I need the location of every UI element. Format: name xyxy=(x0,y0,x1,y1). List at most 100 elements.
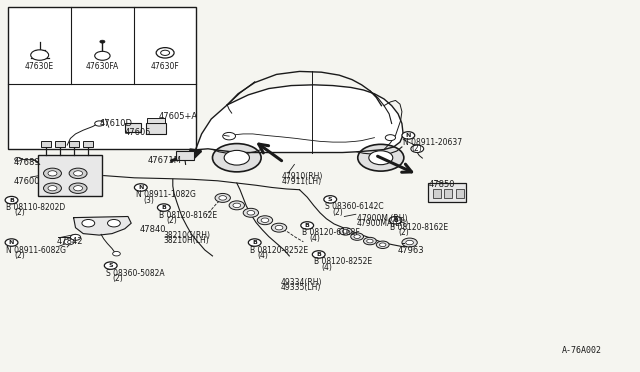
Text: B 08120-8162E: B 08120-8162E xyxy=(390,223,449,232)
Text: (2): (2) xyxy=(14,251,25,260)
Circle shape xyxy=(157,204,170,211)
Text: 47900M (RH): 47900M (RH) xyxy=(357,214,408,223)
Bar xyxy=(83,141,93,147)
Text: 49334(RH): 49334(RH) xyxy=(280,278,322,286)
Text: 47600: 47600 xyxy=(14,177,40,186)
Circle shape xyxy=(358,144,404,171)
Circle shape xyxy=(215,193,230,202)
Circle shape xyxy=(271,223,287,232)
Text: 47630FA: 47630FA xyxy=(86,62,119,71)
Text: 47610D: 47610D xyxy=(99,119,132,128)
Text: B: B xyxy=(316,252,321,257)
Bar xyxy=(444,189,452,198)
Text: (4): (4) xyxy=(310,234,321,243)
Circle shape xyxy=(219,196,227,200)
Circle shape xyxy=(389,217,402,224)
Circle shape xyxy=(402,132,415,139)
Text: 47671M: 47671M xyxy=(147,156,181,165)
Circle shape xyxy=(224,150,250,165)
Text: 47630E: 47630E xyxy=(25,62,54,71)
Text: (4): (4) xyxy=(257,251,268,260)
Circle shape xyxy=(364,237,376,245)
Circle shape xyxy=(74,171,83,176)
Circle shape xyxy=(69,168,87,179)
Circle shape xyxy=(156,48,174,58)
Bar xyxy=(146,123,166,134)
Circle shape xyxy=(100,40,105,43)
Circle shape xyxy=(212,144,261,172)
Circle shape xyxy=(354,235,360,238)
Text: N 08911-6082G: N 08911-6082G xyxy=(6,246,67,254)
Text: S 08360-6142C: S 08360-6142C xyxy=(325,202,384,211)
Text: 47910(RH): 47910(RH) xyxy=(282,172,323,181)
Bar xyxy=(456,189,464,198)
Circle shape xyxy=(324,196,337,203)
Circle shape xyxy=(261,218,269,222)
Circle shape xyxy=(161,50,170,55)
Circle shape xyxy=(74,186,83,191)
Circle shape xyxy=(376,241,389,248)
Bar xyxy=(147,118,165,123)
Bar xyxy=(428,183,466,202)
Text: B 08110-8202D: B 08110-8202D xyxy=(6,203,66,212)
Text: 47850: 47850 xyxy=(429,180,455,189)
Text: (2): (2) xyxy=(166,216,177,225)
Bar xyxy=(38,155,102,196)
Text: (2): (2) xyxy=(411,144,422,153)
Text: S: S xyxy=(328,197,333,202)
Polygon shape xyxy=(74,217,131,235)
Circle shape xyxy=(243,208,259,217)
Text: 47842: 47842 xyxy=(56,237,83,246)
Text: 47689: 47689 xyxy=(14,158,41,167)
Bar xyxy=(176,151,194,160)
Text: 47840: 47840 xyxy=(140,225,166,234)
Circle shape xyxy=(301,222,314,229)
Text: 47963: 47963 xyxy=(398,246,425,254)
Circle shape xyxy=(367,239,373,243)
Bar xyxy=(125,123,141,132)
Circle shape xyxy=(248,239,261,246)
Circle shape xyxy=(257,216,273,225)
Text: (2): (2) xyxy=(333,208,344,217)
Circle shape xyxy=(380,243,386,247)
Text: B 08120-8252E: B 08120-8252E xyxy=(250,246,308,254)
Text: B 08120-8252E: B 08120-8252E xyxy=(314,257,372,266)
Circle shape xyxy=(402,238,417,247)
Circle shape xyxy=(64,239,74,245)
Text: S 08360-5082A: S 08360-5082A xyxy=(106,269,164,278)
Circle shape xyxy=(223,132,236,140)
Text: N: N xyxy=(406,133,411,138)
Circle shape xyxy=(48,186,57,191)
Text: B 08120-6162F: B 08120-6162F xyxy=(302,228,360,237)
Text: (4): (4) xyxy=(321,263,332,272)
Text: B: B xyxy=(9,198,14,203)
Circle shape xyxy=(339,228,352,235)
Text: 47911(LH): 47911(LH) xyxy=(282,177,322,186)
Circle shape xyxy=(108,219,120,227)
Polygon shape xyxy=(195,85,403,153)
Circle shape xyxy=(411,145,424,153)
Bar xyxy=(41,141,51,147)
Circle shape xyxy=(113,251,120,256)
Circle shape xyxy=(95,51,110,60)
Circle shape xyxy=(15,157,21,161)
Text: 47605+A: 47605+A xyxy=(159,112,198,121)
Text: 49335(LH): 49335(LH) xyxy=(280,283,321,292)
Circle shape xyxy=(69,183,87,193)
Text: N: N xyxy=(138,185,143,190)
Text: 38210G(RH): 38210G(RH) xyxy=(163,231,210,240)
Circle shape xyxy=(82,219,95,227)
Text: (2): (2) xyxy=(113,274,124,283)
Circle shape xyxy=(95,121,104,126)
Text: (3): (3) xyxy=(143,196,154,205)
Circle shape xyxy=(247,211,255,215)
Circle shape xyxy=(351,233,364,240)
Text: (2): (2) xyxy=(398,228,409,237)
Text: 47630F: 47630F xyxy=(151,62,179,71)
Circle shape xyxy=(312,251,325,258)
Text: 47900MA(LH): 47900MA(LH) xyxy=(357,219,410,228)
Text: N 08911-1082G: N 08911-1082G xyxy=(136,190,196,199)
Bar xyxy=(55,141,65,147)
Circle shape xyxy=(5,196,18,204)
Text: B: B xyxy=(393,218,398,223)
